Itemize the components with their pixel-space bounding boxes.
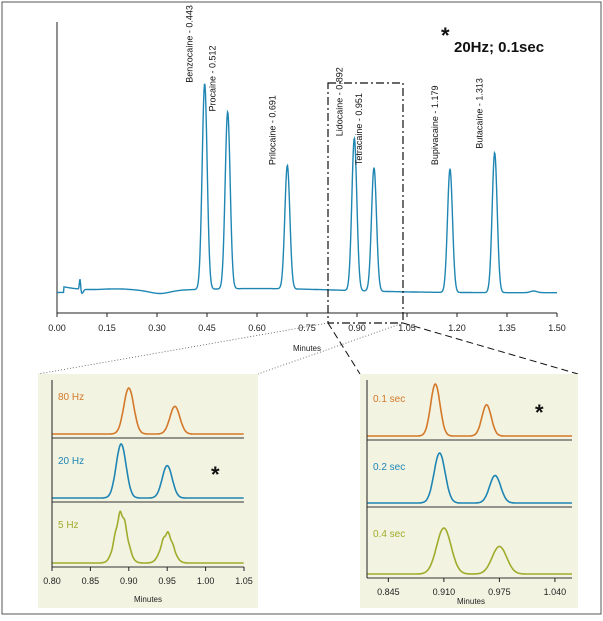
trace-label: 5 Hz [58,520,79,531]
inset-x-tick-label: 0.975 [488,587,511,597]
main-x-tick-label: 0.45 [198,323,216,333]
selected-setting-star: * [535,400,544,425]
inset-right-x-axis-label: Minutes [457,597,485,606]
peak-label: Procaine - 0.512 [208,45,218,111]
inset-x-tick-label: 0.90 [120,576,138,586]
main-x-tick-label: 0.15 [98,323,116,333]
main-x-tick-label: 1.20 [448,323,466,333]
inset-x-tick-label: 0.910 [433,587,456,597]
connector-right-b [402,322,579,375]
inset-panel-time-bg [360,374,578,608]
inset-left-x-axis-label: Minutes [134,595,162,604]
main-x-tick-label: 1.05 [398,323,416,333]
main-x-tick-label: 0.90 [348,323,366,333]
inset-x-tick-label: 0.85 [82,576,100,586]
inset-trace [52,443,244,499]
inset-x-tick-label: 0.845 [377,587,400,597]
inset-x-tick-label: 0.95 [158,576,176,586]
main-x-tick-label: 0.60 [248,323,266,333]
main-x-ticks: 0.00 0.15 0.30 0.45 0.60 0.75 0.90 1.05 1.20 1.35… [48,313,566,333]
trace-label: 80 Hz [58,392,84,403]
selected-setting-star: * [211,462,220,487]
peak-label: Bupivacaine - 1.179 [430,86,440,166]
inset-x-tick-label: 0.80 [43,576,61,586]
zoom-region-box [327,82,404,324]
peak-label: Lidocaine - 0.892 [334,67,344,136]
time-traces: 0.1 sec * 0.2 sec 0.4 sec [367,382,572,579]
inset-panel-time: 0.1 sec * 0.2 sec 0.4 sec 0.845 0.910 0.975 1.… [360,374,578,608]
settings-annotation: * 20Hz; 0.1sec [441,23,544,56]
annotation-star: * [441,23,450,48]
connector-left-a [37,322,329,375]
frequency-traces: 80 Hz 20 Hz * 5 Hz [52,387,244,568]
connector-right-a [327,322,361,375]
inset-trace [367,382,572,437]
inset-x-tick-label: 1.040 [544,587,567,597]
peak-label: Prilocaine - 0.691 [267,95,277,165]
trace-label: 0.1 sec [373,394,405,405]
main-x-tick-label: 0.75 [298,323,316,333]
inset-right-x-ticks: 0.845 0.910 0.975 1.040 [377,578,566,597]
inset-panel-frequency: 80 Hz 20 Hz * 5 Hz 0.80 0.85 0.90 0.95 1.00 1.05… [38,374,258,608]
inset-x-tick-label: 1.00 [197,576,215,586]
inset-left-x-ticks: 0.80 0.85 0.90 0.95 1.00 1.05 [43,567,253,586]
trace-label: 20 Hz [58,456,84,467]
main-x-tick-label: 0.00 [48,323,66,333]
peak-label: Benzocaine - 0.443 [185,5,195,83]
main-chart: 0.00 0.15 0.30 0.45 0.60 0.75 0.90 1.05 1.20 1.35… [48,5,566,353]
inset-trace [52,509,244,564]
peak-label: Tetracaine - 0.951 [354,93,364,165]
inset-panel-frequency-bg [38,374,258,608]
inset-trace [367,452,572,504]
annotation-text: 20Hz; 0.1sec [454,39,544,56]
trace-label: 0.2 sec [373,462,405,473]
inset-x-tick-label: 1.05 [235,576,253,586]
main-chromatogram-trace [57,83,557,295]
inset-trace [367,527,572,575]
trace-label: 0.4 sec [373,529,405,540]
main-x-tick-label: 0.30 [148,323,166,333]
main-x-axis-label: Minutes [293,344,321,353]
peak-label: Butacaine - 1.313 [475,78,485,149]
inset-trace [52,387,244,435]
peak-labels: Benzocaine - 0.443 Procaine - 0.512 Priloc… [185,5,485,165]
main-x-tick-label: 1.35 [498,323,516,333]
main-x-tick-label: 1.50 [548,323,566,333]
